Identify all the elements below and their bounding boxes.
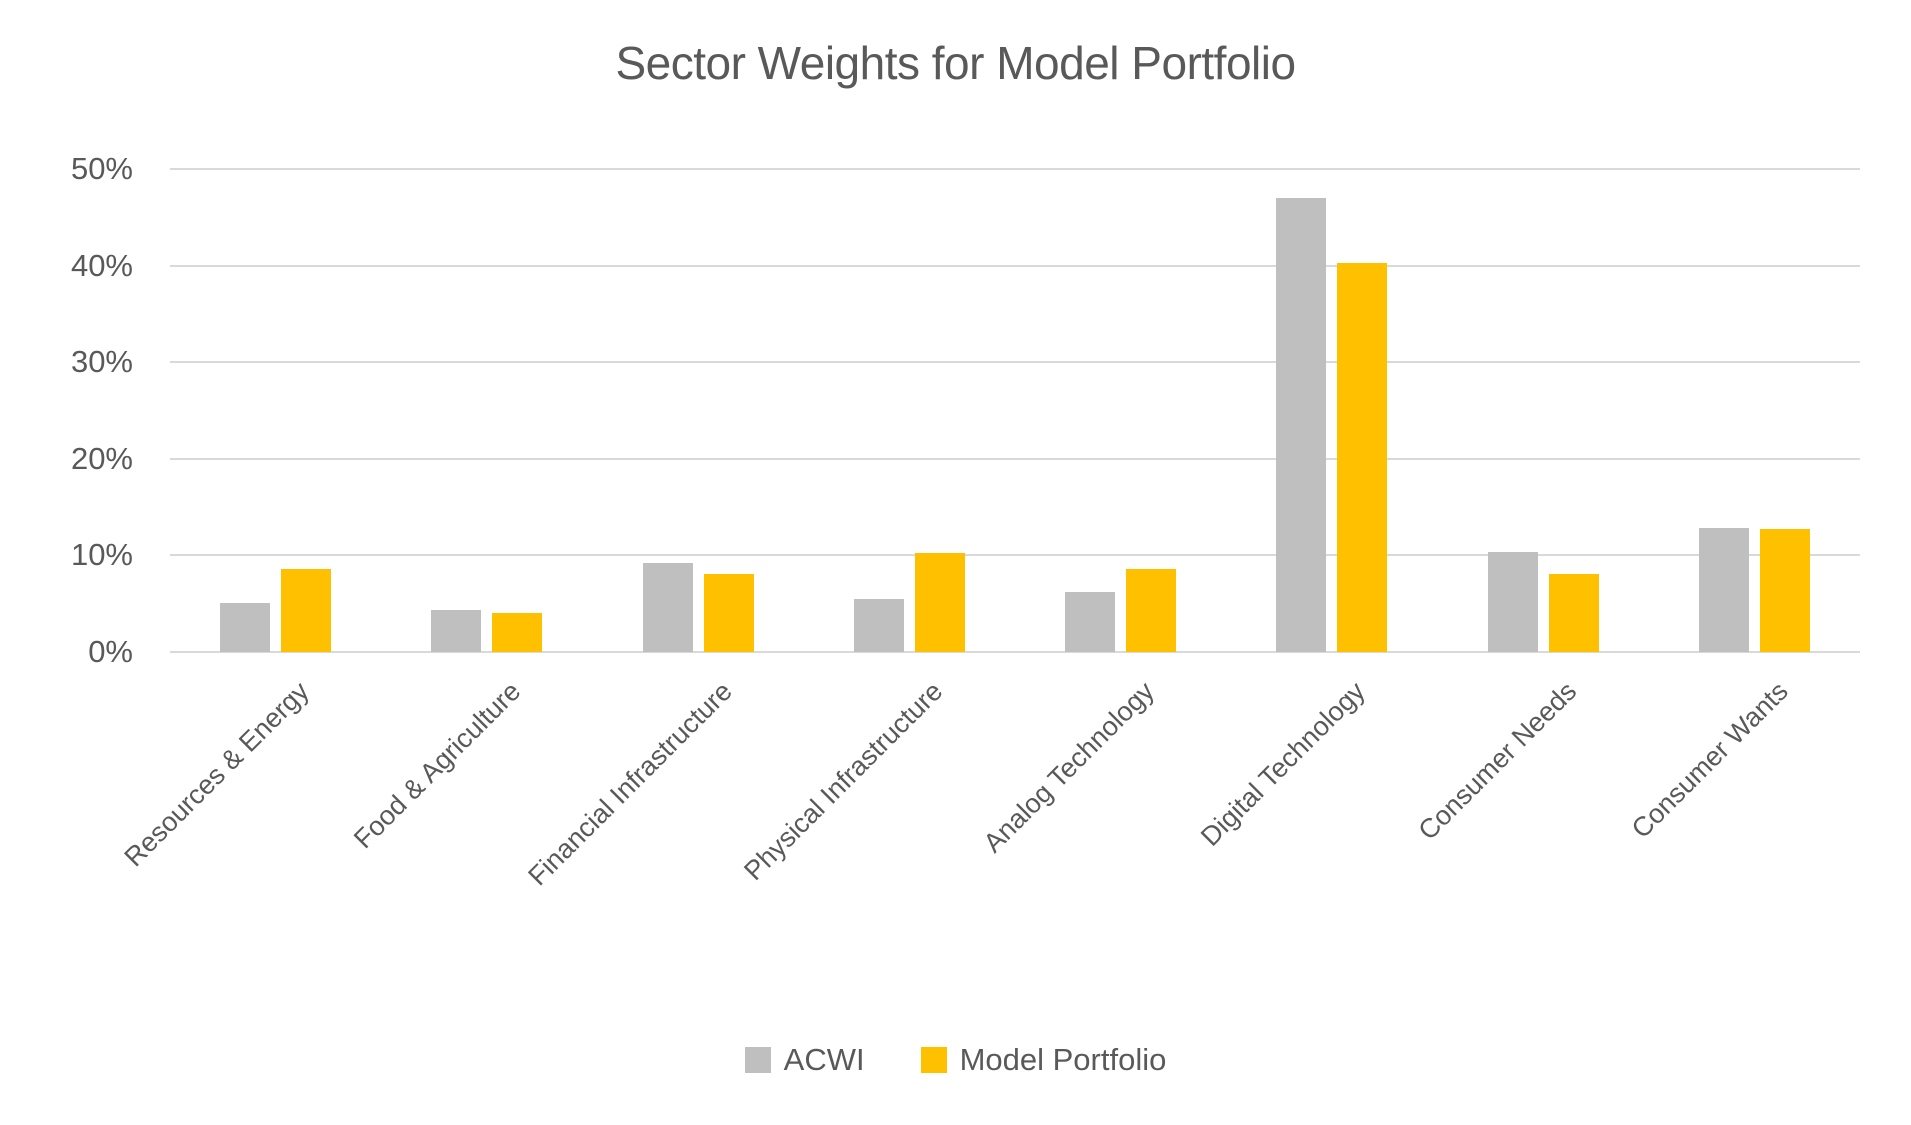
x-cat-label-financial-infrastructure: Financial Infrastructure bbox=[521, 676, 738, 892]
gridline-50 bbox=[170, 168, 1860, 170]
x-cat-label-consumer-needs: Consumer Needs bbox=[1412, 676, 1583, 846]
bar-model-portfolio-financial-infrastructure bbox=[703, 573, 754, 652]
bar-acwi-analog-technology bbox=[1065, 592, 1116, 652]
legend-item-model-portfolio: Model Portfolio bbox=[920, 1042, 1167, 1078]
gridline-0 bbox=[170, 651, 1860, 653]
bar-model-portfolio-consumer-needs bbox=[1548, 573, 1599, 652]
bar-model-portfolio-consumer-wants bbox=[1759, 529, 1810, 652]
x-cat-label-digital-technology: Digital Technology bbox=[1195, 676, 1372, 852]
plot-area bbox=[170, 168, 1860, 653]
bar-acwi-consumer-needs bbox=[1487, 551, 1538, 652]
legend-label-acwi: ACWI bbox=[783, 1042, 865, 1077]
legend-item-acwi: ACWI bbox=[744, 1042, 865, 1078]
bar-acwi-resources-energy bbox=[220, 602, 271, 652]
gridline-20 bbox=[170, 457, 1860, 460]
legend: ACWI Model Portfolio bbox=[0, 1042, 1911, 1078]
gridline-40 bbox=[170, 264, 1860, 267]
x-cat-label-resources-energy: Resources & Energy bbox=[118, 676, 315, 873]
y-tick-label-50: 50% bbox=[70, 151, 133, 186]
y-tick-label-10: 10% bbox=[70, 537, 133, 573]
bar-acwi-financial-infrastructure bbox=[642, 563, 693, 652]
x-cat-label-consumer-wants: Consumer Wants bbox=[1625, 676, 1794, 844]
bar-acwi-consumer-wants bbox=[1698, 528, 1749, 652]
bar-model-portfolio-resources-energy bbox=[281, 568, 332, 652]
y-tick-label-30: 30% bbox=[70, 344, 133, 380]
legend-swatch-acwi bbox=[744, 1047, 771, 1073]
bar-model-portfolio-digital-technology bbox=[1337, 262, 1388, 652]
chart-title: Sector Weights for Model Portfolio bbox=[615, 37, 1296, 89]
bar-acwi-physical-infrastructure bbox=[853, 598, 904, 652]
legend-swatch-model-portfolio bbox=[920, 1047, 947, 1073]
gridline-30 bbox=[170, 361, 1860, 364]
x-cat-label-food-agriculture: Food & Agriculture bbox=[347, 676, 527, 855]
bar-model-portfolio-physical-infrastructure bbox=[914, 552, 965, 652]
legend-label-model-portfolio: Model Portfolio bbox=[959, 1042, 1167, 1077]
bar-acwi-food-agriculture bbox=[431, 610, 482, 652]
x-cat-label-analog-technology: Analog Technology bbox=[977, 676, 1160, 859]
bar-model-portfolio-analog-technology bbox=[1126, 568, 1177, 652]
y-tick-label-40: 40% bbox=[70, 247, 133, 283]
x-cat-label-physical-infrastructure: Physical Infrastructure bbox=[738, 676, 949, 887]
y-tick-label-20: 20% bbox=[70, 440, 133, 476]
bar-acwi-digital-technology bbox=[1276, 197, 1327, 652]
bar-model-portfolio-food-agriculture bbox=[492, 613, 543, 652]
gridline-10 bbox=[170, 554, 1860, 557]
y-tick-label-0: 0% bbox=[88, 634, 133, 669]
